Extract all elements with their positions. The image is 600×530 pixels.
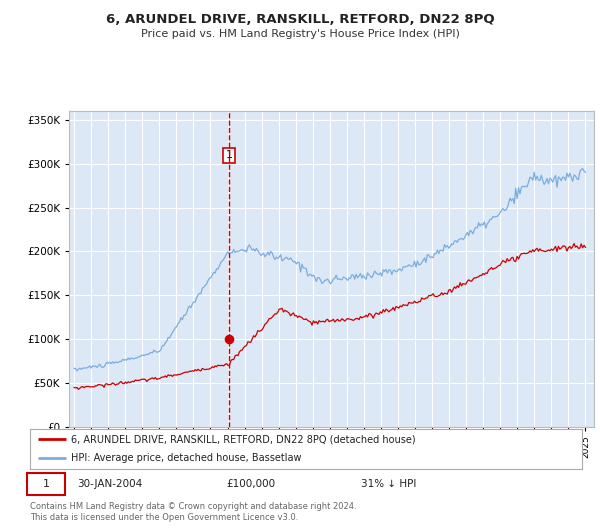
Text: 31% ↓ HPI: 31% ↓ HPI [361,479,416,489]
Text: 6, ARUNDEL DRIVE, RANSKILL, RETFORD, DN22 8PQ: 6, ARUNDEL DRIVE, RANSKILL, RETFORD, DN2… [106,13,494,26]
Text: 1: 1 [226,151,232,161]
Text: £100,000: £100,000 [226,479,275,489]
Point [224,335,234,343]
Text: 6, ARUNDEL DRIVE, RANSKILL, RETFORD, DN22 8PQ (detached house): 6, ARUNDEL DRIVE, RANSKILL, RETFORD, DN2… [71,434,416,444]
Text: 30-JAN-2004: 30-JAN-2004 [77,479,143,489]
Text: 1: 1 [43,479,50,489]
Text: HPI: Average price, detached house, Bassetlaw: HPI: Average price, detached house, Bass… [71,453,302,463]
Text: Contains HM Land Registry data © Crown copyright and database right 2024.: Contains HM Land Registry data © Crown c… [30,502,356,511]
Text: This data is licensed under the Open Government Licence v3.0.: This data is licensed under the Open Gov… [30,513,298,522]
Text: Price paid vs. HM Land Registry's House Price Index (HPI): Price paid vs. HM Land Registry's House … [140,29,460,39]
FancyBboxPatch shape [27,473,65,495]
